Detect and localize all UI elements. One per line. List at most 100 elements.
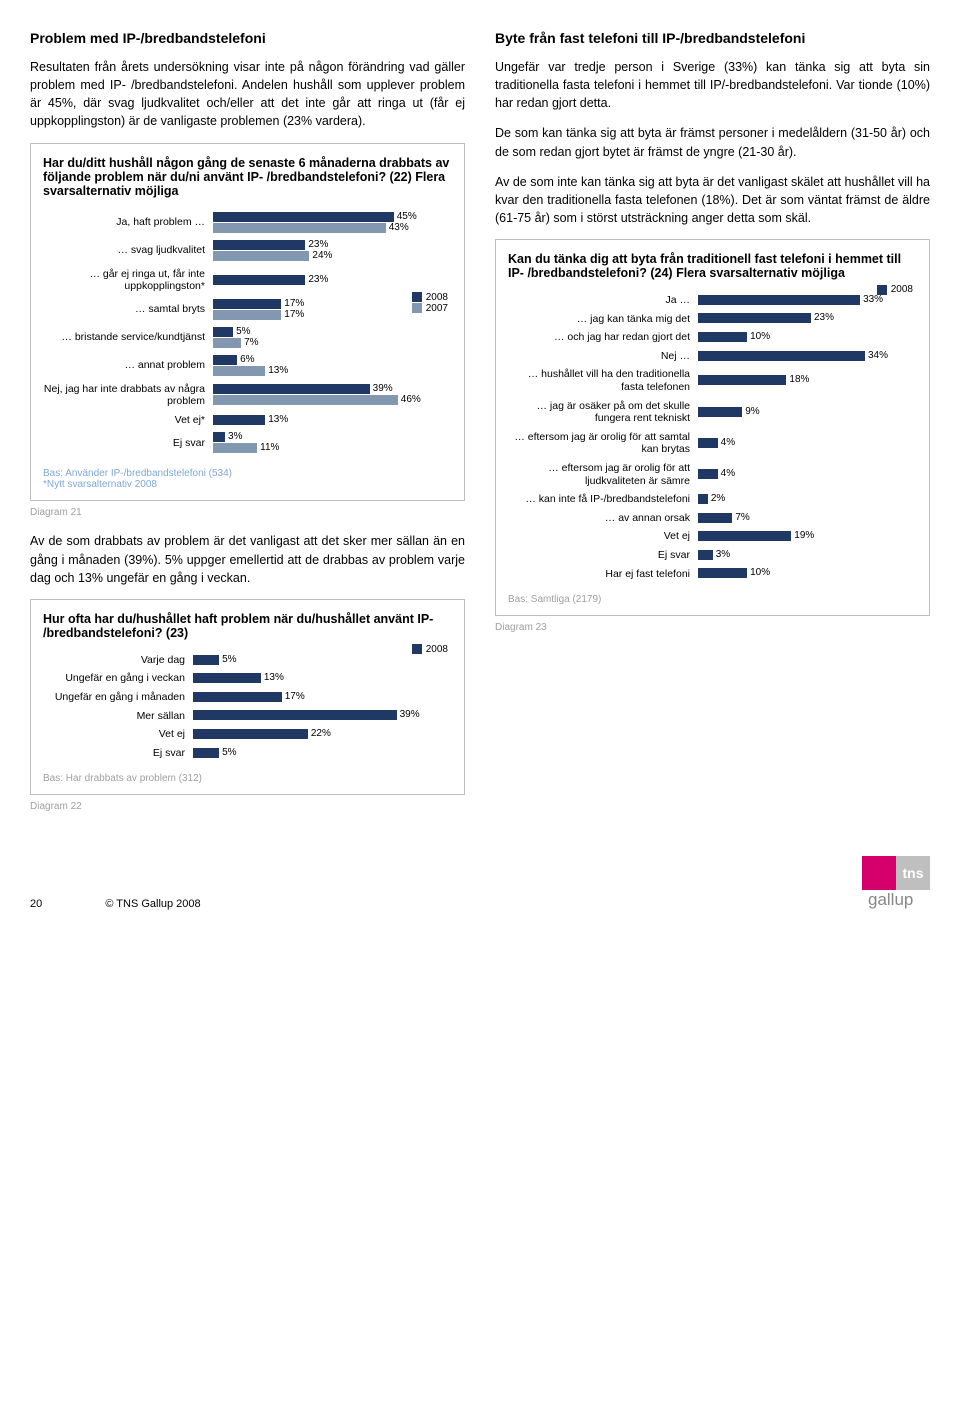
legend-label: 2008 [426, 644, 448, 655]
bar-row: Ej svar3%11% [43, 432, 454, 454]
bar-value: 6% [240, 354, 254, 365]
chart-22-title: Hur ofta har du/hushållet haft problem n… [43, 612, 454, 640]
bar-label: … jag kan tänka mig det [508, 313, 698, 326]
bar-value: 11% [260, 442, 279, 453]
footer-left: 20 © TNS Gallup 2008 [30, 898, 201, 910]
bar-segment: 11% [213, 443, 257, 453]
bar-segment: 3% [213, 432, 225, 442]
footer: 20 © TNS Gallup 2008 tns gallup [0, 846, 960, 930]
bar-segment: 33% [698, 295, 860, 305]
chart-23-base: Bas: Samtliga (2179) [508, 594, 919, 605]
bar-segment: 17% [213, 299, 281, 309]
bar-label: … svag ljudkvalitet [43, 244, 213, 257]
bar-value: 18% [789, 374, 809, 385]
bar-row: … bristande service/kundtjänst5%7% [43, 327, 454, 349]
bar-area: 5%7% [213, 327, 454, 349]
legend-swatch [412, 644, 422, 654]
bar-value: 5% [222, 747, 236, 758]
bar-segment: 23% [698, 313, 811, 323]
chart-23: Ja …33%… jag kan tänka mig det23%… och j… [508, 294, 919, 580]
bar-label: … eftersom jag är orolig för att samtal … [508, 431, 698, 456]
bar-segment: 6% [213, 355, 237, 365]
bar-area: 4% [698, 438, 919, 449]
left-column: Problem med IP-/bredbandstelefoni Result… [30, 30, 465, 826]
bar-label: Varje dag [43, 654, 193, 667]
legend-swatch [412, 292, 422, 302]
bar-value: 43% [389, 222, 409, 233]
bar-value: 23% [308, 239, 328, 250]
bar-value: 3% [716, 549, 730, 560]
right-heading: Byte från fast telefoni till IP-/bredban… [495, 30, 930, 46]
bar-row: … eftersom jag är orolig för att samtal … [508, 431, 919, 456]
bar-segment: 3% [698, 550, 713, 560]
bar-label: … går ej ringa ut, får inte uppkopplings… [43, 268, 213, 293]
bar-value: 33% [863, 294, 883, 305]
diagram-22-label: Diagram 22 [30, 801, 465, 812]
bar-segment: 13% [193, 673, 261, 683]
left-p2: Av de som drabbats av problem är det van… [30, 532, 465, 586]
chart-legend: 2008 [412, 644, 448, 655]
bar-value: 10% [750, 567, 770, 578]
bar-area: 7% [698, 513, 919, 524]
bar-row: Ungefär en gång i veckan13% [43, 672, 454, 685]
bar-segment: 13% [213, 415, 265, 425]
chart-22-box: Hur ofta har du/hushållet haft problem n… [30, 599, 465, 796]
bar-area: 19% [698, 531, 919, 542]
bar-label: … bristande service/kundtjänst [43, 331, 213, 344]
bar-segment: 7% [698, 513, 732, 523]
chart-23-box: Kan du tänka dig att byta från tradition… [495, 239, 930, 616]
bar-value: 23% [814, 312, 834, 323]
bar-row: … jag är osäker på om det skulle fungera… [508, 400, 919, 425]
bar-area: 2% [698, 494, 919, 505]
bar-value: 13% [268, 414, 288, 425]
bar-segment: 9% [698, 407, 742, 417]
bar-label: Ja … [508, 294, 698, 307]
bar-label: … eftersom jag är orolig för att ljudkva… [508, 462, 698, 487]
bar-area: 45%43% [213, 212, 454, 234]
bar-area: 39% [193, 710, 454, 721]
bar-area: 3% [698, 550, 919, 561]
bar-segment: 45% [213, 212, 394, 222]
bar-row: … jag kan tänka mig det23% [508, 313, 919, 326]
bar-area: 13% [193, 673, 454, 684]
bar-row: Ej svar3% [508, 549, 919, 562]
legend-label: 2008 [426, 292, 448, 303]
bar-value: 13% [268, 365, 288, 376]
bar-value: 5% [222, 654, 236, 665]
bar-row: Varje dag5% [43, 654, 454, 667]
bar-label: Mer sällan [43, 710, 193, 723]
legend-item: 2008 [412, 644, 448, 655]
legend-label: 2008 [891, 284, 913, 295]
bar-area: 5% [193, 655, 454, 666]
bar-row: … eftersom jag är orolig för att ljudkva… [508, 462, 919, 487]
bar-label: … jag är osäker på om det skulle fungera… [508, 400, 698, 425]
bar-row: Har ej fast telefoni10% [508, 568, 919, 581]
chart-22-base: Bas: Har drabbats av problem (312) [43, 773, 454, 784]
bar-area: 23% [698, 313, 919, 324]
bar-segment: 19% [698, 531, 791, 541]
bar-row: … annat problem6%13% [43, 355, 454, 377]
bar-value: 19% [794, 530, 814, 541]
bar-area: 9% [698, 407, 919, 418]
bar-area: 6% 13% [213, 355, 454, 377]
bar-segment: 23% [213, 240, 305, 250]
bar-value: 13% [264, 672, 284, 683]
bar-segment: 5% [193, 655, 219, 665]
legend-swatch [412, 303, 422, 313]
bar-row: … hushållet vill ha den traditionella fa… [508, 368, 919, 393]
bar-label: … av annan orsak [508, 512, 698, 525]
bar-area: 5% [193, 748, 454, 759]
bar-area: 39%46% [213, 384, 454, 406]
bar-segment: 34% [698, 351, 865, 361]
bar-area: 3%11% [213, 432, 454, 454]
bar-row: Ej svar5% [43, 747, 454, 760]
bar-label: … samtal bryts [43, 303, 213, 316]
bar-value: 7% [244, 337, 258, 348]
bar-segment: 10% [698, 332, 747, 342]
bar-row: … och jag har redan gjort det10% [508, 331, 919, 344]
bar-area: 23% [213, 275, 454, 286]
bar-row: Ja …33% [508, 294, 919, 307]
bar-value: 7% [735, 512, 749, 523]
logo-square-grey: tns [896, 856, 930, 890]
bar-area: 17% [193, 692, 454, 703]
